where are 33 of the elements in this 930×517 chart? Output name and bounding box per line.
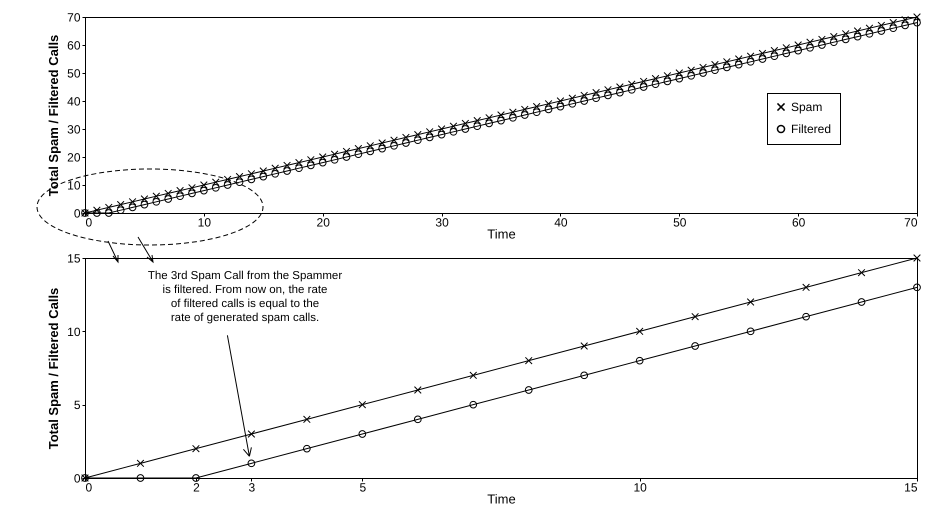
- y-tick-label: 60: [67, 38, 81, 52]
- y-tick-label: 0: [74, 472, 81, 486]
- y-tick-label: 0: [74, 206, 81, 220]
- y-axis-title: Total Spam / Filtered Calls: [46, 34, 62, 196]
- x-tick-label: 60: [792, 216, 806, 230]
- x-tick-label: 2: [193, 480, 200, 494]
- y-tick-label: 30: [67, 122, 81, 136]
- y-tick-label: 50: [67, 66, 81, 80]
- x-tick-label: 3: [248, 480, 256, 494]
- x-axis-title: Time: [487, 226, 516, 242]
- y-tick-label: 5: [74, 398, 81, 412]
- annotation: The 3rd Spam Call from the Spammer is filtered. From now on, the rate of filtered calls is equal to the rate of generated spam calls.: [148, 270, 342, 324]
- y-tick-label: 70: [67, 10, 81, 24]
- x-tick-label: 20: [316, 216, 330, 230]
- legend-label: Spam: [791, 100, 822, 114]
- y-tick-label: 40: [67, 94, 81, 108]
- x-tick-label: 15: [904, 480, 918, 494]
- y-tick-label: 10: [67, 178, 81, 192]
- y-tick-label: 15: [67, 252, 81, 266]
- y-tick-label: 20: [67, 150, 81, 164]
- legend-label: Filtered: [791, 122, 832, 136]
- x-tick-label: 0: [86, 216, 92, 230]
- x-tick-label: 50: [673, 216, 687, 230]
- x-tick-label: 40: [554, 216, 568, 230]
- x-tick-label: 5: [359, 480, 366, 494]
- x-tick-label: 70: [904, 216, 918, 230]
- x-tick-label: 10: [198, 216, 212, 230]
- x-tick-label: 0: [86, 480, 92, 494]
- x-axis-title: Time: [487, 492, 516, 506]
- y-axis-title: Total Spam / Filtered Calls: [46, 288, 62, 450]
- x-tick-label: 10: [633, 480, 648, 494]
- x-tick-label: 30: [435, 216, 450, 230]
- y-tick-label: 10: [67, 324, 81, 339]
